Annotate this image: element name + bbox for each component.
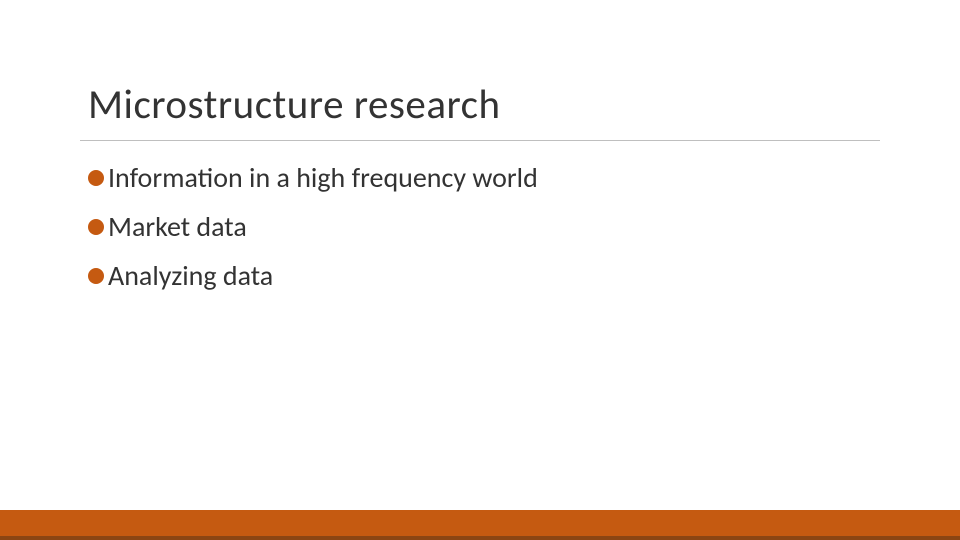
bullet-text: Market data	[108, 207, 247, 246]
list-item: Analyzing data	[88, 256, 868, 295]
list-item: Market data	[88, 207, 868, 246]
slide-title: Microstructure research	[88, 80, 501, 130]
slide: Microstructure research Information in a…	[0, 0, 960, 540]
bullet-text: Information in a high frequency world	[108, 158, 538, 197]
footer-bar	[0, 510, 960, 540]
bullet-list: Information in a high frequency world Ma…	[88, 158, 868, 306]
bullet-icon	[88, 268, 104, 284]
title-underline	[80, 140, 880, 141]
bullet-icon	[88, 219, 104, 235]
footer-strip	[0, 536, 960, 540]
list-item: Information in a high frequency world	[88, 158, 868, 197]
footer-main	[0, 510, 960, 536]
bullet-icon	[88, 170, 104, 186]
bullet-text: Analyzing data	[108, 256, 273, 295]
